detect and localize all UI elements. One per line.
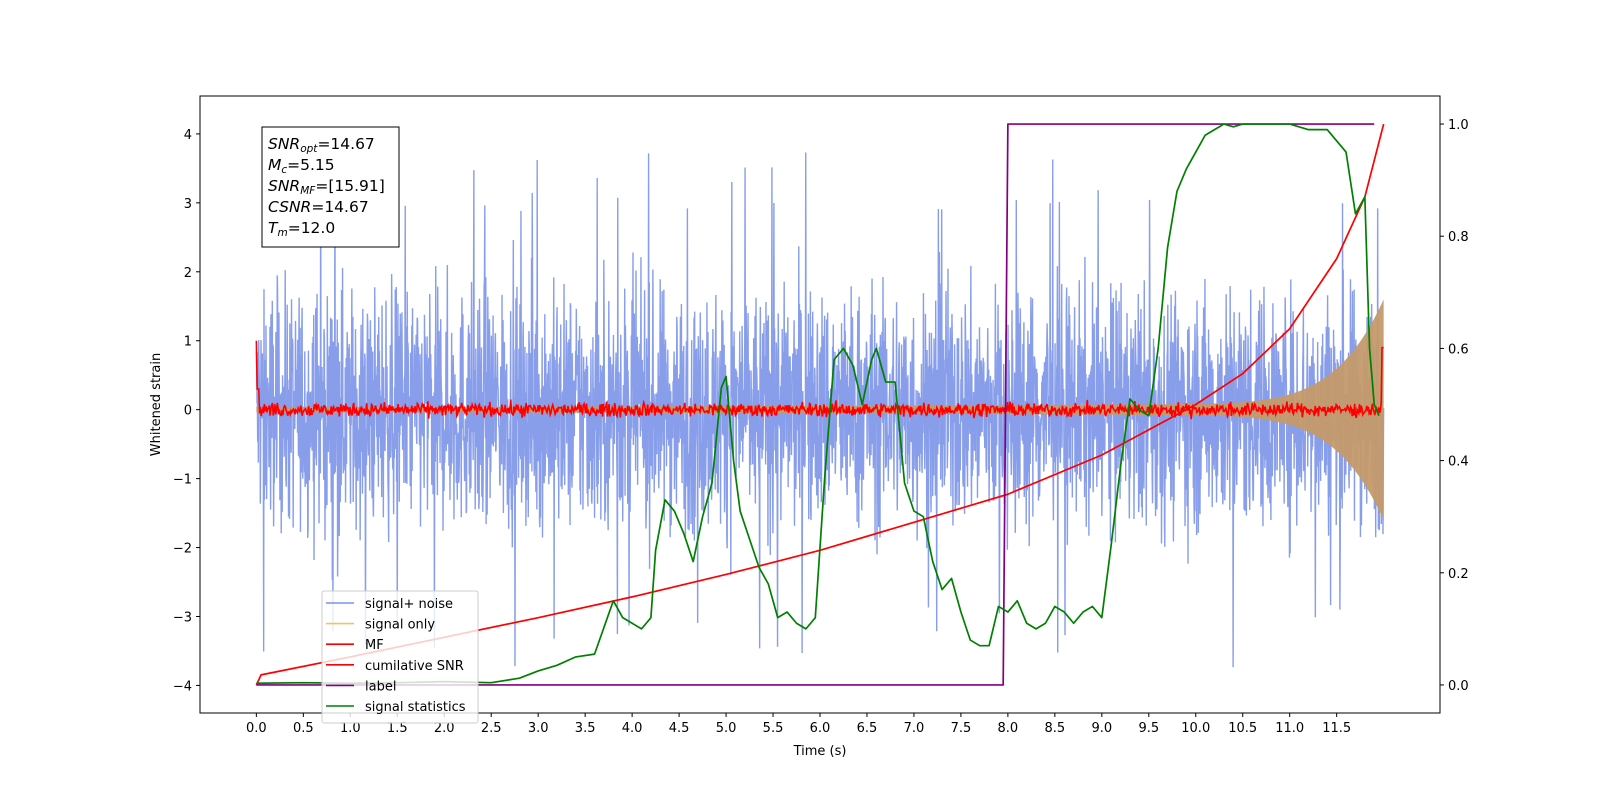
series-label [256,123,1375,686]
x-tick-label: 9.5 [1138,721,1159,736]
series-mf [255,340,1384,420]
x-tick-label: 11.0 [1275,721,1304,736]
x-tick-label: 4.5 [669,721,690,736]
x-tick-label: 10.5 [1228,721,1257,736]
x-tick-label: 0.0 [246,721,267,736]
x-tick-label: 8.5 [1045,721,1066,736]
y2-tick-label: 0.2 [1448,567,1469,582]
y-tick-label: 3 [184,197,192,212]
legend-label: signal statistics [365,700,466,715]
x-tick-label: 9.0 [1091,721,1112,736]
annotation-box: SNRopt=14.67 Mc=5.15 SNRMF=[15.91] CSNR=… [261,126,400,248]
legend-label: label [365,679,396,694]
y-tick-label: 0 [184,404,192,419]
x-tick-label: 1.0 [340,721,361,736]
x-tick-label: 5.0 [716,721,737,736]
x-tick-label: 7.5 [951,721,972,736]
annotation-tm: Tm=12.0 [268,219,335,239]
x-tick-label: 6.5 [857,721,878,736]
y-tick-label: −3 [173,610,192,625]
y-tick-label: −4 [173,679,192,694]
y-tick-label: −2 [173,542,192,557]
y-axis-label: Whitened strain [149,353,164,456]
legend-label: cumilative SNR [365,659,464,674]
y2-tick-label: 0.8 [1448,230,1469,245]
annotation-csnr: CSNR=14.67 [268,198,369,216]
legend-label: MF [365,638,384,653]
series-signal-noise [255,149,1385,668]
x-tick-label: 6.0 [810,721,831,736]
x-tick-label: 5.5 [763,721,784,736]
x-axis-label: Time (s) [793,744,847,759]
x-tick-label: 11.5 [1322,721,1351,736]
x-tick-label: 0.5 [293,721,314,736]
legend: signal+ noise signal only MF cumilative SNR… [321,590,479,724]
x-axis: 0.0 0.5 1.0 1.5 2.0 2.5 3.0 3.5 4.0 4.5 5.0 5.5 6.0 6… [246,713,1351,736]
y-tick-label: 1 [184,335,192,350]
y-tick-label: 4 [184,128,192,143]
x-tick-label: 3.0 [528,721,549,736]
y-tick-label: −1 [173,473,192,488]
y2-axis: 1.0 0.8 0.6 0.4 0.2 0.0 [1440,118,1469,694]
y2-tick-label: 1.0 [1448,118,1469,133]
y-axis: 4 3 2 1 0 −1 −2 −3 −4 [173,128,200,694]
y2-tick-label: 0.6 [1448,342,1469,357]
y2-tick-label: 0.0 [1448,679,1469,694]
x-tick-label: 2.5 [481,721,502,736]
annotation-snr-opt: SNRopt=14.67 [268,135,375,155]
y-tick-label: 2 [184,266,192,281]
annotation-snr-mf: SNRMF=[15.91] [268,177,385,197]
x-tick-label: 3.5 [575,721,596,736]
x-tick-label: 2.0 [434,721,455,736]
x-tick-label: 1.5 [387,721,408,736]
y2-tick-label: 0.4 [1448,455,1469,470]
x-tick-label: 8.0 [998,721,1019,736]
x-tick-label: 7.0 [904,721,925,736]
x-tick-label: 10.0 [1181,721,1210,736]
legend-label: signal+ noise [365,597,453,612]
annotation-mc: Mc=5.15 [268,156,335,176]
series-signal-statistics [256,123,1380,685]
x-tick-label: 4.0 [622,721,643,736]
legend-label: signal only [365,618,435,633]
